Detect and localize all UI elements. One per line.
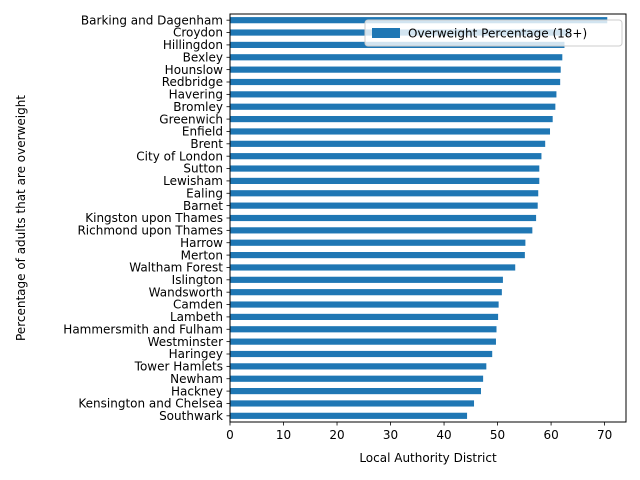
bar-city-of-london <box>230 153 542 160</box>
bar-enfield <box>230 128 551 135</box>
y-tick-label: Waltham Forest <box>129 261 223 275</box>
bar-hounslow <box>230 66 561 73</box>
legend-swatch <box>372 28 400 38</box>
bar-havering <box>230 91 557 98</box>
bar-merton <box>230 252 525 259</box>
x-tick-label: 40 <box>436 428 451 442</box>
y-tick-label: Westminster <box>148 335 223 349</box>
y-tick-label: Enfield <box>182 125 223 139</box>
bar-greenwich <box>230 116 553 123</box>
y-tick-label: Camden <box>173 298 223 312</box>
bar-redbridge <box>230 78 561 86</box>
y-tick-label: Bromley <box>173 100 223 114</box>
x-tick-label: 50 <box>490 428 505 442</box>
x-axis-title: Local Authority District <box>359 451 497 465</box>
bar-kingston-upon-thames <box>230 214 537 222</box>
x-axis-ticks: 0 10 20 30 40 50 60 70 <box>226 422 612 442</box>
y-tick-label: Haringey <box>169 347 223 361</box>
bar-kensington-and-chelsea <box>230 400 475 407</box>
legend: Overweight Percentage (18+) <box>364 19 623 47</box>
y-tick-label: Ealing <box>186 186 223 200</box>
legend-box <box>364 19 623 47</box>
bar-ealing <box>230 190 539 197</box>
bar-sutton <box>230 165 540 172</box>
bar-islington <box>230 276 503 283</box>
x-tick-label: 70 <box>597 428 612 442</box>
y-tick-label: City of London <box>136 149 223 163</box>
y-tick-label: Hillingdon <box>163 38 223 52</box>
y-tick-label: Wandsworth <box>149 285 223 299</box>
y-tick-label: Kensington and Chelsea <box>78 397 223 411</box>
bar-richmond-upon-thames <box>230 227 533 234</box>
x-tick-label: 20 <box>329 428 344 442</box>
y-tick-label: Greenwich <box>159 112 223 126</box>
y-tick-label: Sutton <box>183 162 223 176</box>
bar-tower-hamlets <box>230 363 487 370</box>
x-tick-label: 60 <box>543 428 558 442</box>
y-tick-label: Redbridge <box>162 75 223 89</box>
bar-barnet <box>230 202 538 209</box>
bar-wandsworth <box>230 289 502 296</box>
bar-lewisham <box>230 177 540 184</box>
x-tick-label: 0 <box>226 428 234 442</box>
bar-hackney <box>230 388 481 395</box>
bar-hammersmith-and-fulham <box>230 326 497 333</box>
bars-group <box>230 17 608 419</box>
y-tick-label: Harrow <box>180 236 223 250</box>
y-tick-label: Havering <box>169 88 223 102</box>
y-tick-label: Barnet <box>183 199 223 213</box>
bar-bexley <box>230 54 563 61</box>
x-tick-label: 10 <box>276 428 291 442</box>
bar-haringey <box>230 350 493 358</box>
y-tick-label: Southwark <box>159 409 223 423</box>
bar-waltham-forest <box>230 264 516 271</box>
plot-frame <box>229 13 627 423</box>
y-axis-title: Percentage of adults that are overweight <box>14 95 28 341</box>
x-tick-label: 30 <box>383 428 398 442</box>
y-tick-label: Hammersmith and Fulham <box>63 322 223 336</box>
bar-bromley <box>230 103 556 110</box>
y-tick-label: Lambeth <box>170 310 223 324</box>
y-tick-label: Brent <box>190 137 223 151</box>
bar-harrow <box>230 239 526 246</box>
bar-southwark <box>230 412 468 419</box>
legend-label: Overweight Percentage (18+) <box>408 27 587 41</box>
bar-westminster <box>230 338 496 345</box>
y-axis-ticks: Barking and DagenhamCroydonHillingdonBex… <box>63 13 230 423</box>
bar-lambeth <box>230 313 499 320</box>
y-tick-label: Hounslow <box>165 63 224 77</box>
y-tick-label: Bexley <box>183 50 223 64</box>
y-tick-label: Merton <box>181 248 223 262</box>
bar-brent <box>230 140 546 147</box>
y-tick-label: Lewisham <box>163 174 223 188</box>
bar-newham <box>230 375 484 382</box>
y-tick-label: Islington <box>172 273 223 287</box>
y-tick-label: Hackney <box>171 384 223 398</box>
y-tick-label: Richmond upon Thames <box>77 224 223 238</box>
y-tick-label: Kingston upon Thames <box>85 211 223 225</box>
y-tick-label: Newham <box>170 372 223 386</box>
y-tick-label: Barking and Dagenham <box>81 13 223 27</box>
y-tick-label: Tower Hamlets <box>134 360 223 374</box>
bar-camden <box>230 301 499 308</box>
y-tick-label: Croydon <box>173 26 223 40</box>
